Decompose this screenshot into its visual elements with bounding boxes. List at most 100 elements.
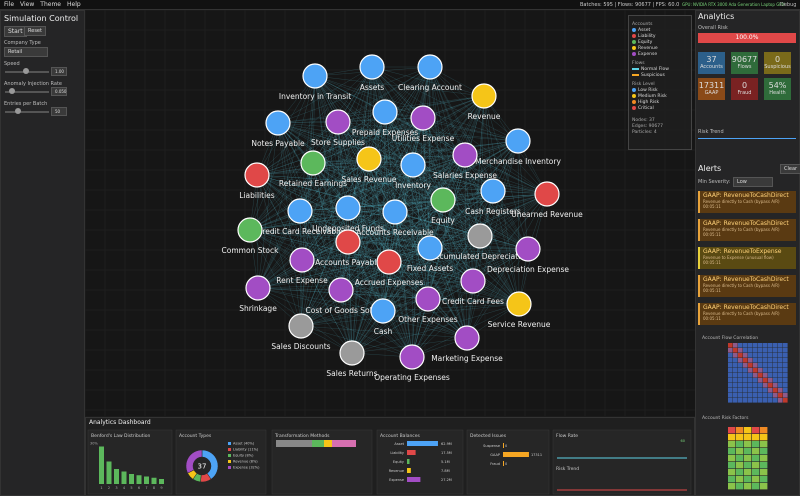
edge	[347, 117, 424, 209]
heat-cell	[763, 378, 768, 383]
edge	[384, 111, 429, 300]
edge	[466, 248, 529, 339]
node-label: Notes Payable	[251, 139, 305, 148]
heat-cell	[744, 476, 752, 483]
edge	[314, 75, 520, 305]
edge	[249, 229, 353, 354]
severity-select[interactable]: Low	[733, 177, 773, 187]
node-label: Credit Card Receivable	[257, 227, 343, 236]
node-label: Other Expenses	[398, 315, 458, 324]
alert-item[interactable]: GAAP: RevenueToCashDirect Revenue directl…	[698, 275, 796, 297]
edge	[300, 325, 468, 339]
tile-value: 17311	[698, 81, 725, 90]
slider-thumb[interactable]	[9, 88, 15, 94]
menu-item[interactable]: File	[4, 1, 15, 8]
alert-item[interactable]: GAAP: RevenueToCashDirect Revenue directl…	[698, 303, 796, 325]
edge	[277, 66, 431, 124]
edge	[314, 75, 481, 237]
menu-item[interactable]: Theme	[40, 1, 61, 8]
alert-time: 00:05:11	[703, 316, 721, 321]
legend-label: Asset (40%)	[233, 442, 255, 446]
slider-thumb[interactable]	[15, 108, 21, 114]
edge	[368, 158, 384, 312]
edge	[340, 158, 370, 291]
edge	[347, 66, 373, 209]
heat-cell	[768, 348, 773, 353]
node-label: Liabilities	[239, 191, 275, 200]
category-label: Expense	[389, 478, 404, 482]
legend-item: Equity	[632, 39, 688, 45]
company-select[interactable]: Retail	[4, 47, 48, 57]
stacked-segment	[276, 440, 312, 447]
edge	[347, 164, 414, 209]
heat-cell	[760, 441, 768, 448]
bar	[106, 461, 112, 484]
heat-cell	[753, 388, 758, 393]
bar	[151, 477, 157, 484]
menu-item[interactable]: Help	[67, 1, 81, 8]
edge	[257, 66, 431, 289]
edge	[300, 211, 396, 327]
edge	[340, 111, 386, 291]
node-label: Accrued Expenses	[355, 278, 424, 287]
debug[interactable]: Debug	[780, 2, 797, 8]
edge	[312, 66, 431, 164]
tile-value: 37	[706, 55, 717, 64]
edge	[301, 66, 373, 261]
entries-value[interactable]: 50	[51, 107, 67, 116]
heat-cell	[743, 368, 748, 373]
edge	[314, 75, 390, 263]
legend-swatch	[228, 442, 231, 445]
reset-button[interactable]: Reset	[24, 26, 46, 36]
heat-cell	[728, 448, 736, 455]
alert-item[interactable]: GAAP: RevenueToCashDirect Revenue directl…	[698, 219, 796, 241]
legend-item: Suspicious	[632, 72, 688, 78]
menu-item[interactable]: View	[20, 1, 35, 8]
heat-cell	[773, 358, 778, 363]
heat-cell	[783, 363, 788, 368]
account-node	[335, 229, 361, 255]
edge	[337, 66, 431, 123]
heat-cell	[728, 363, 733, 368]
alert-item[interactable]: GAAP: RevenueToCashDirect Revenue directl…	[698, 191, 796, 213]
heat-cell	[763, 393, 768, 398]
heat-cell	[758, 368, 763, 373]
flow-value: 60	[681, 439, 685, 443]
anomaly-value[interactable]: 0.050	[51, 87, 67, 96]
heat-cell	[768, 383, 773, 388]
edge	[466, 193, 548, 339]
speed-value[interactable]: 1.00	[51, 67, 67, 76]
account-node	[370, 298, 396, 324]
edge	[464, 154, 548, 195]
heat-cell	[733, 393, 738, 398]
edge	[368, 158, 444, 201]
correlation-heatmap	[728, 343, 788, 403]
edge	[337, 121, 413, 358]
edge	[411, 140, 519, 358]
edge	[394, 66, 431, 213]
edge	[299, 210, 413, 358]
edge	[347, 117, 424, 243]
edge	[466, 140, 519, 339]
edge	[351, 247, 431, 354]
account-node	[467, 223, 493, 249]
edge	[277, 122, 349, 243]
alert-item[interactable]: GAAP: RevenueToExpense Revenue to Expense…	[698, 247, 796, 269]
risk-title: Overall Risk	[698, 25, 728, 31]
heat-cell	[783, 398, 788, 403]
edge	[257, 247, 431, 289]
x-tick-label: 5	[130, 486, 132, 490]
slider-thumb[interactable]	[23, 68, 29, 74]
edge	[314, 75, 384, 312]
edge	[412, 164, 431, 249]
value-label: 5.1M	[441, 460, 450, 464]
edge	[249, 229, 429, 300]
dash-panel	[271, 429, 373, 495]
heat-cell	[738, 368, 743, 373]
node-label: Undeposited Funds	[312, 224, 384, 233]
edge	[384, 111, 431, 249]
edge	[466, 95, 485, 339]
edge	[347, 207, 431, 249]
graph-stat: Particles: 4	[632, 129, 657, 135]
clear-button[interactable]: Clear	[780, 164, 800, 174]
